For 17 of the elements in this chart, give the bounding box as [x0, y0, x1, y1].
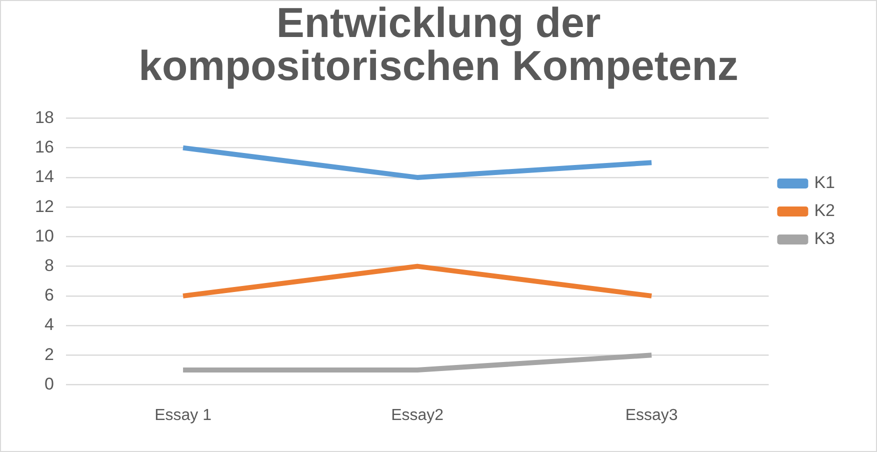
y-tick-label: 14	[34, 167, 54, 186]
y-tick-label: 2	[44, 344, 54, 364]
legend-label: K1	[814, 173, 836, 192]
y-tick-label: 12	[34, 196, 54, 216]
y-tick-label: 4	[44, 315, 54, 334]
chart-title: Entwicklung der kompositorischen Kompetenz	[138, 0, 740, 89]
y-tick-label: 0	[44, 374, 54, 394]
x-tick-label: Essay2	[391, 406, 444, 424]
y-tick-label: 10	[34, 226, 54, 246]
x-tick-label: Essay3	[625, 406, 678, 424]
legend-label: K2	[814, 201, 836, 220]
y-tick-label: 6	[44, 286, 54, 305]
y-tick-label: 16	[34, 138, 54, 157]
legend-label: K3	[814, 229, 836, 248]
y-tick-label: 18	[34, 108, 54, 127]
x-tick-label: Essay 1	[154, 406, 212, 424]
y-tick-label: 8	[44, 256, 54, 275]
